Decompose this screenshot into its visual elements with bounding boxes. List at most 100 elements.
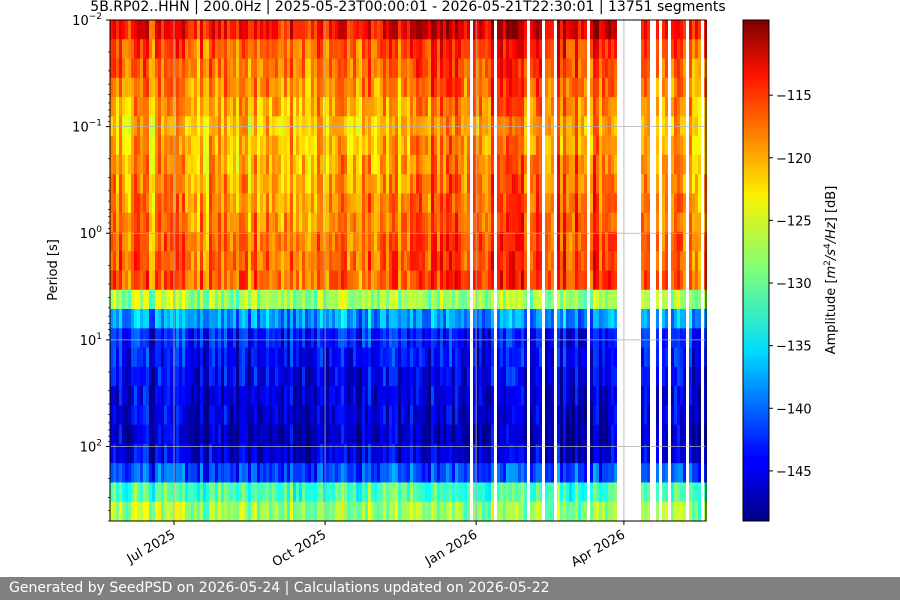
heatmap-cell [413, 270, 416, 291]
heatmap-cell [221, 482, 224, 503]
heatmap-cell [353, 193, 356, 214]
heatmap-cell [317, 174, 320, 194]
heatmap-cell [314, 328, 317, 349]
heatmap-cell [113, 443, 116, 464]
heatmap-cell [164, 97, 167, 117]
heatmap-cell [209, 58, 212, 79]
heatmap-cell [350, 231, 353, 252]
heatmap-cell [380, 424, 383, 445]
heatmap-cell [278, 231, 281, 252]
heatmap-cell [608, 405, 611, 426]
heatmap-cell [350, 20, 353, 40]
heatmap-cell [416, 193, 419, 214]
heatmap-cell [416, 77, 419, 98]
heatmap-cell [575, 58, 578, 79]
heatmap-cell [413, 347, 416, 368]
heatmap-cell [458, 193, 461, 214]
heatmap-cell [479, 463, 482, 483]
heatmap-cell [569, 270, 572, 291]
heatmap-cell [263, 386, 266, 406]
heatmap-cell [695, 424, 698, 445]
heatmap-cell [353, 328, 356, 349]
heatmap-cell [437, 270, 440, 291]
heatmap-cell [419, 501, 422, 522]
heatmap-cell [680, 424, 683, 445]
heatmap-cell [338, 20, 341, 40]
heatmap-cell [287, 424, 290, 445]
heatmap-cell [308, 193, 311, 214]
heatmap-cell [680, 154, 683, 175]
heatmap-cell [578, 424, 581, 445]
heatmap-cell [299, 154, 302, 175]
heatmap-cell [332, 328, 335, 349]
heatmap-cell [257, 231, 260, 252]
heatmap-cell [473, 443, 476, 464]
heatmap-cell [122, 270, 125, 291]
heatmap-cell [146, 405, 149, 426]
heatmap-cell [179, 309, 182, 329]
heatmap-cell [437, 77, 440, 98]
heatmap-cell [467, 97, 470, 117]
heatmap-cell [302, 443, 305, 464]
heatmap-cell [368, 424, 371, 445]
heatmap-cell [149, 405, 152, 426]
heatmap-cell [512, 309, 515, 329]
heatmap-cell [332, 77, 335, 98]
heatmap-cell [515, 405, 518, 426]
heatmap-cell [203, 309, 206, 329]
heatmap-cell [473, 309, 476, 329]
heatmap-cell [209, 309, 212, 329]
heatmap-cell [488, 97, 491, 117]
heatmap-cell [680, 97, 683, 117]
heatmap-cell [503, 58, 506, 79]
heatmap-cell [119, 231, 122, 252]
heatmap-column [431, 20, 434, 522]
heatmap-cell [530, 443, 533, 464]
heatmap-cell [224, 193, 227, 214]
heatmap-cell [557, 289, 560, 310]
heatmap-cell [692, 97, 695, 117]
heatmap-cell [404, 20, 407, 40]
heatmap-column [269, 20, 272, 522]
heatmap-cell [179, 251, 182, 271]
heatmap-cell [428, 212, 431, 233]
heatmap-cell [368, 20, 371, 40]
heatmap-cell [674, 463, 677, 483]
heatmap-cell [533, 154, 536, 175]
heatmap-cell [278, 251, 281, 271]
heatmap-cell [533, 347, 536, 368]
heatmap-cell [314, 77, 317, 98]
heatmap-cell [110, 270, 113, 291]
heatmap-cell [146, 251, 149, 271]
heatmap-cell [278, 58, 281, 79]
heatmap-cell [596, 251, 599, 271]
heatmap-cell [437, 386, 440, 406]
heatmap-cell [353, 97, 356, 117]
heatmap-cell [545, 309, 548, 329]
heatmap-cell [197, 58, 200, 79]
heatmap-cell [296, 405, 299, 426]
heatmap-cell [431, 443, 434, 464]
heatmap-cell [299, 405, 302, 426]
heatmap-cell [362, 328, 365, 349]
heatmap-cell [191, 77, 194, 98]
heatmap-cell [551, 347, 554, 368]
heatmap-cell [614, 386, 617, 406]
heatmap-cell [152, 289, 155, 310]
heatmap-cell [458, 212, 461, 233]
heatmap-cell [173, 251, 176, 271]
heatmap-cell [263, 39, 266, 60]
heatmap-cell [647, 309, 650, 329]
heatmap-cell [305, 347, 308, 368]
heatmap-cell [248, 77, 251, 98]
heatmap-cell [662, 501, 665, 522]
heatmap-cell [566, 328, 569, 349]
heatmap-cell [578, 231, 581, 252]
heatmap-cell [167, 174, 170, 194]
heatmap-cell [605, 405, 608, 426]
heatmap-cell [110, 20, 113, 40]
heatmap-cell [239, 289, 242, 310]
heatmap-cell [293, 231, 296, 252]
heatmap-cell [299, 386, 302, 406]
heatmap-cell [185, 135, 188, 156]
